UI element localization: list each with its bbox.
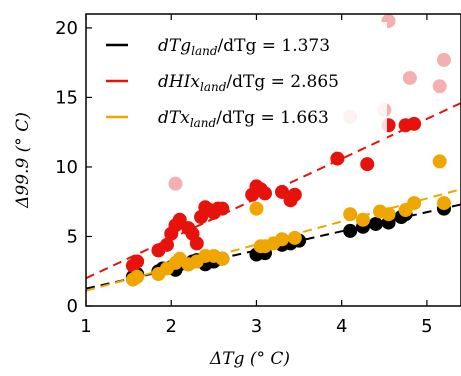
data-point-series-3 [381, 207, 396, 222]
data-point-series-2 [189, 236, 204, 251]
data-point-series-2 [159, 237, 174, 252]
fit-line-series-2 [85, 102, 461, 280]
legend-background [92, 22, 387, 140]
legend-label: dHIxland/dTg = 2.865 [158, 72, 339, 94]
data-point-series-2 [130, 254, 145, 269]
faded-data-point [402, 70, 417, 85]
data-point-series-2 [330, 151, 345, 166]
data-point-series-1 [343, 223, 358, 238]
legend-label: dTxland/dTg = 1.663 [158, 108, 329, 130]
data-point-series-2 [407, 116, 422, 131]
data-point-series-3 [215, 251, 230, 266]
y-tick-label: 5 [67, 226, 78, 247]
legend: dTgland/dTg = 1.373 dHIxland/dTg = 2.865 d… [106, 36, 339, 130]
y-tick-label: 10 [55, 157, 78, 178]
fit-line-series-3 [85, 188, 461, 292]
scatter-points-layer [125, 116, 451, 287]
legend-label: dTgland/dTg = 1.373 [158, 36, 330, 58]
data-point-series-3 [249, 201, 264, 216]
x-tick-label: 5 [421, 316, 432, 337]
faded-data-point [168, 176, 183, 191]
y-tick-label: 20 [55, 18, 78, 39]
faded-data-point [436, 52, 451, 67]
plot-frame [85, 13, 461, 307]
data-point-series-2 [287, 187, 302, 202]
data-point-series-3 [130, 269, 145, 284]
data-point-series-3 [355, 212, 370, 227]
data-point-series-2 [215, 201, 230, 216]
y-axis-ticks: 0 5 10 15 20 [55, 18, 92, 317]
x-axis-ticks: 1 2 3 4 5 [80, 14, 433, 337]
data-point-series-2 [360, 157, 375, 172]
x-tick-label: 3 [251, 316, 262, 337]
data-point-series-1 [368, 216, 383, 231]
faded-data-point [432, 79, 447, 94]
data-point-series-3 [275, 232, 290, 247]
y-axis-label: Δ99.9 (° C) [13, 112, 33, 209]
data-point-series-3 [287, 230, 302, 245]
data-point-series-2 [257, 186, 272, 201]
x-axis-label: ΔTg (° C) [209, 349, 290, 369]
y-tick-label: 0 [67, 296, 78, 317]
x-tick-label: 2 [166, 316, 177, 337]
y-tick-label: 15 [55, 87, 78, 108]
x-tick-label: 4 [336, 316, 347, 337]
data-point-series-3 [407, 196, 422, 211]
data-point-series-3 [436, 196, 451, 211]
data-point-series-3 [432, 154, 447, 169]
data-point-series-3 [343, 207, 358, 222]
x-tick-label: 1 [80, 316, 91, 337]
